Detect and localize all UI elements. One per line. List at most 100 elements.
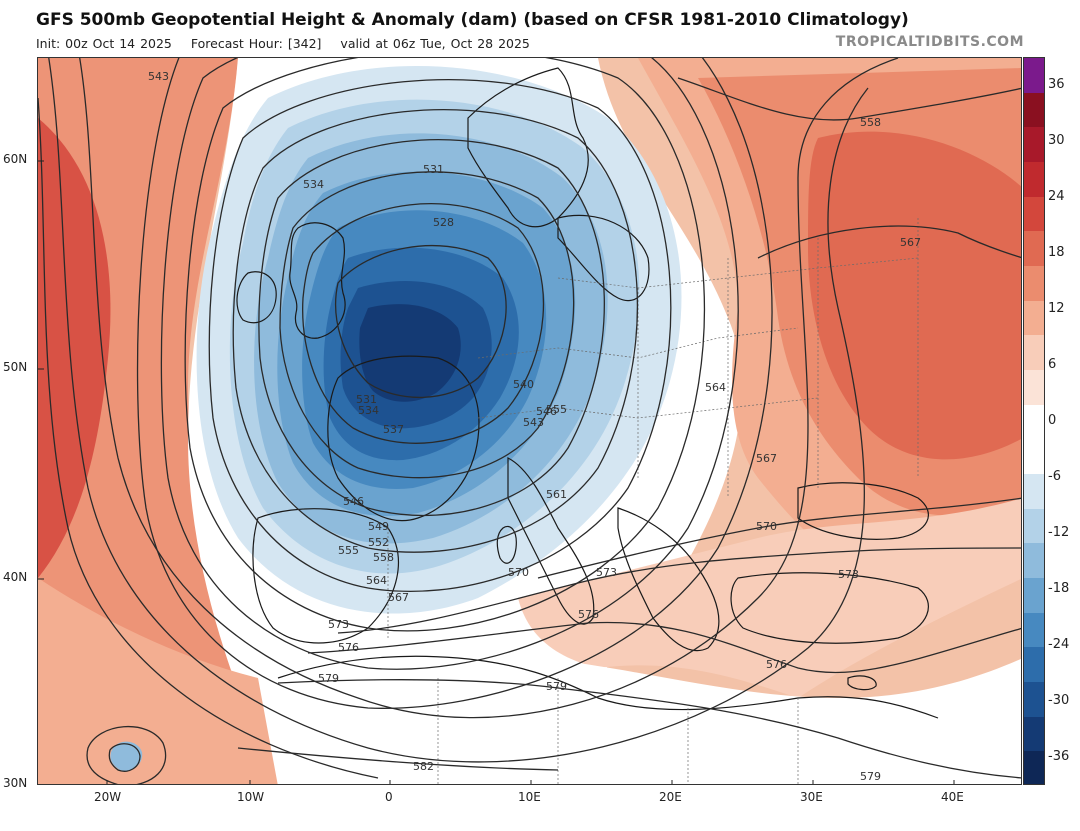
coast-baltic: [557, 214, 650, 302]
contour-label: 570: [508, 566, 529, 579]
contour-576: [307, 621, 1021, 674]
contour-label: 567: [900, 236, 921, 249]
contour-543: [232, 109, 639, 553]
contour-label: 576: [578, 608, 599, 621]
colorbar-segment: [1024, 543, 1044, 579]
neutral-south: [278, 655, 1021, 784]
contour-label: 540: [513, 378, 534, 391]
lat-label: 40N: [3, 570, 28, 584]
contour-label: 573: [328, 618, 349, 631]
contour-558: [79, 58, 899, 719]
contour-label: 564: [366, 574, 387, 587]
anomaly-colorbar: [1023, 57, 1045, 785]
coast-cyprus: [847, 675, 877, 691]
contour-label: 552: [368, 536, 389, 549]
contour-552: [160, 58, 739, 670]
contour-label: 576: [766, 658, 787, 671]
contour-537: [279, 171, 575, 479]
colorbar-segment: [1024, 335, 1044, 371]
contour-564: [48, 58, 869, 763]
colorbar-label: -24: [1048, 637, 1070, 652]
colorbar-segment: [1024, 58, 1044, 94]
contour-label: 531: [356, 393, 377, 406]
warm-south-atlantic: [38, 578, 278, 784]
lon-label: 10E: [518, 790, 541, 804]
colorbar-label: -6: [1048, 469, 1061, 484]
coast-britain: [289, 222, 346, 339]
contour-label: 579: [318, 672, 339, 685]
map-canvas: 5435585345315285675405645315345375435465…: [38, 58, 1021, 784]
contour-label: 555: [546, 403, 567, 416]
colorbar-segment: [1024, 474, 1044, 510]
lon-label: 0: [385, 790, 393, 804]
contour-label: 546: [343, 495, 364, 508]
contour-label: 534: [358, 404, 379, 417]
init-time: Init: 00z Oct 14 2025: [36, 36, 172, 51]
contour-labels: 5435585345315285675405645315345375435465…: [148, 70, 921, 783]
colorbar-segment: [1024, 196, 1044, 232]
colorbar-label: -18: [1048, 581, 1070, 596]
colorbar-label: -30: [1048, 693, 1070, 708]
contour-label: 534: [303, 178, 324, 191]
colorbar-segment: [1024, 231, 1044, 267]
colorbar-segment: [1024, 300, 1044, 336]
lat-label: 50N: [3, 360, 28, 374]
coast-ireland: [236, 271, 277, 324]
colorbar-segment: [1024, 266, 1044, 302]
coast-sardinia: [496, 525, 517, 564]
colorbar-segment: [1024, 92, 1044, 128]
contour-label: 531: [423, 163, 444, 176]
contour-label: 582: [413, 760, 434, 773]
map-subtitle: Init: 00z Oct 14 2025 Forecast Hour: [34…: [36, 36, 544, 51]
coast-black-sea: [797, 482, 929, 540]
colorbar-segment: [1024, 612, 1044, 648]
contour-label: 579: [546, 680, 567, 693]
contour-546: [208, 79, 672, 593]
lon-label: 20W: [94, 790, 122, 804]
contour-label: 567: [756, 452, 777, 465]
contour-label: 543: [148, 70, 169, 83]
colorbar-segment: [1024, 751, 1044, 784]
colorbar-segment: [1024, 682, 1044, 718]
contour-label: 549: [368, 520, 389, 533]
colorbar-segment: [1024, 162, 1044, 198]
contour-east-567: [757, 225, 1021, 259]
contour-label: 579: [860, 770, 881, 783]
colorbar-label: 0: [1048, 413, 1057, 428]
contour-label: 567: [388, 591, 409, 604]
coastlines: [236, 67, 939, 719]
coast-balkans-greece: [617, 507, 720, 652]
cold-blob-sw: [110, 741, 143, 771]
contour-567: [38, 97, 379, 779]
forecast-hour: Forecast Hour: [342]: [190, 36, 322, 51]
coast-turkey: [730, 572, 929, 644]
contour-label: 561: [546, 488, 567, 501]
colorbar-label: 12: [1048, 301, 1065, 316]
lon-label: 30E: [800, 790, 823, 804]
map-title: GFS 500mb Geopotential Height & Anomaly …: [36, 10, 909, 30]
coast-france: [327, 355, 480, 522]
contour-549: [184, 58, 706, 632]
colorbar-label: 6: [1048, 357, 1057, 372]
colorbar-segment: [1024, 127, 1044, 163]
colorbar-segment: [1024, 404, 1044, 440]
colorbar-segment: [1024, 647, 1044, 683]
contour-label: 555: [338, 544, 359, 557]
contour-label: 546: [536, 405, 557, 418]
colorbar-label: 36: [1048, 77, 1065, 92]
contour-sw-loop: [86, 725, 167, 784]
warm-anomaly-med: [518, 498, 1021, 698]
contour-label: 537: [383, 423, 404, 436]
contour-555: [136, 58, 773, 709]
anomaly-shading: [38, 58, 1021, 784]
contour-label: 573: [838, 568, 859, 581]
contour-label: 558: [860, 116, 881, 129]
coast-north-africa: [277, 655, 939, 719]
colorbar-label: 30: [1048, 133, 1065, 148]
contour-label: 543: [523, 416, 544, 429]
contour-579: [277, 679, 1021, 779]
contour-label: 558: [373, 551, 394, 564]
colorbar-label: -36: [1048, 749, 1070, 764]
colorbar-label: -12: [1048, 525, 1070, 540]
contour-label: 576: [338, 641, 359, 654]
